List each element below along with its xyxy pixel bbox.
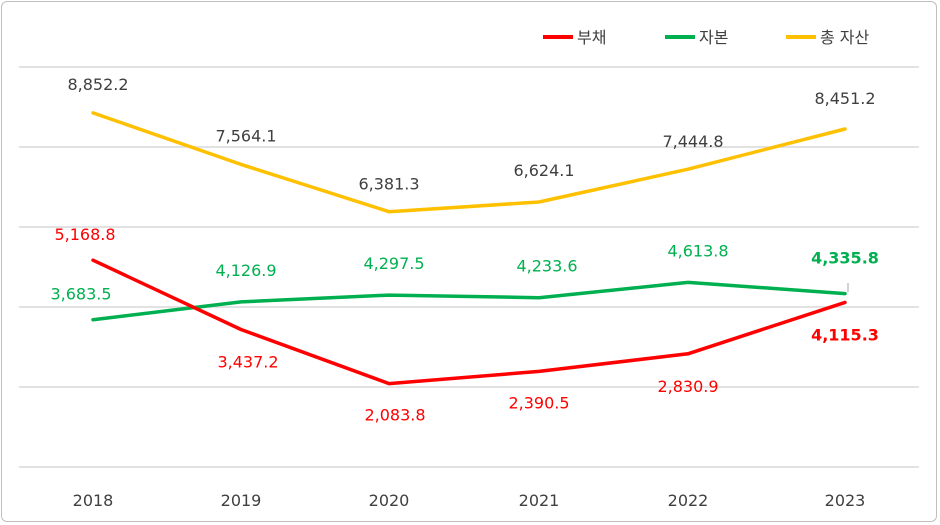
data-label-total-assets: 8,852.2: [67, 75, 128, 94]
data-label-liability: 5,168.8: [54, 225, 115, 244]
line-liability: [91, 258, 847, 386]
x-tick-label: 2018: [73, 491, 114, 510]
legend-item-equity: 자본: [665, 28, 728, 47]
line-equity: [91, 280, 847, 322]
data-label-equity: 4,613.8: [667, 241, 728, 260]
legend-label-liability: 부채: [577, 28, 606, 47]
data-label-equity: 3,683.5: [50, 285, 111, 304]
data-label-equity: 4,233.6: [516, 257, 577, 276]
data-labels: 5,168.8 3,437.2 2,083.8 2,390.5 2,830.9 4,115…: [50, 75, 878, 425]
data-label-total-assets: 6,381.3: [358, 175, 419, 194]
x-tick-label: 2019: [221, 491, 262, 510]
legend-label-equity: 자본: [699, 28, 728, 47]
data-label-liability: 3,437.2: [217, 353, 278, 372]
data-label-total-assets: 7,444.8: [662, 132, 723, 151]
x-tick-label: 2020: [369, 491, 410, 510]
data-label-total-assets: 6,624.1: [513, 161, 574, 180]
legend-item-liability: 부채: [543, 28, 606, 47]
x-axis-tick-labels: 2018 2019 2020 2021 2022 2023: [73, 491, 866, 510]
gridlines: [19, 66, 919, 468]
data-label-liability: 2,390.5: [508, 393, 569, 412]
data-label-total-assets: 7,564.1: [215, 126, 276, 145]
data-label-total-assets: 8,451.2: [814, 89, 875, 108]
line-total-assets: [91, 111, 847, 214]
x-tick-label: 2023: [825, 491, 866, 510]
x-tick-label: 2021: [519, 491, 560, 510]
data-label-equity: 4,126.9: [215, 261, 276, 280]
data-label-equity: 4,297.5: [363, 254, 424, 273]
data-label-liability: 2,830.9: [657, 377, 718, 396]
series-lines: [91, 111, 847, 386]
legend-label-assets: 총 자산: [820, 28, 870, 47]
legend-item-assets: 총 자산: [786, 28, 870, 47]
legend: 부채 자본 총 자산: [543, 28, 870, 47]
data-label-liability: 4,115.3: [811, 325, 879, 344]
data-label-equity: 4,335.8: [811, 249, 879, 268]
x-tick-label: 2022: [668, 491, 709, 510]
data-label-liability: 2,083.8: [364, 406, 425, 425]
